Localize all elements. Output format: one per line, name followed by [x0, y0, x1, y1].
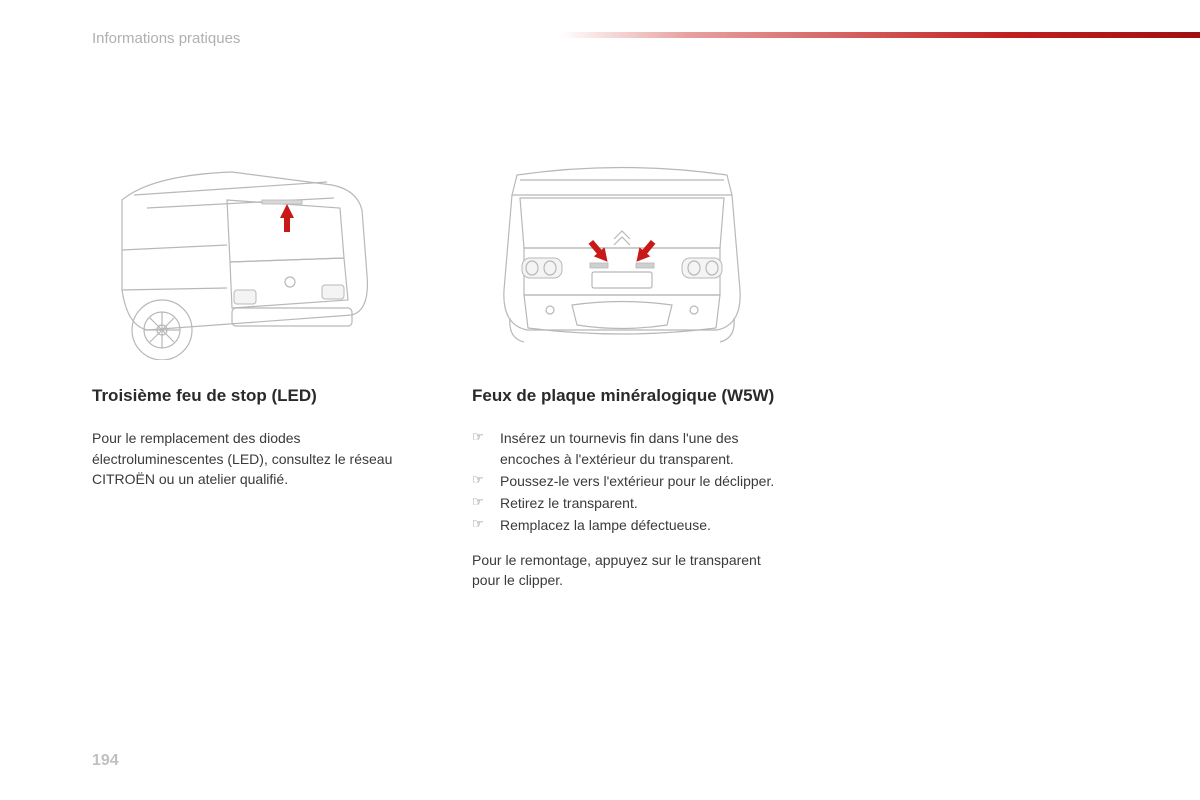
illustration-third-brake-light — [92, 140, 392, 360]
list-item: Poussez-le vers l'extérieur pour le décl… — [472, 471, 792, 491]
column-right: Feux de plaque minéralogique (W5W) Insér… — [472, 140, 792, 600]
content-area: Troisième feu de stop (LED) Pour le remp… — [92, 140, 1108, 600]
column-left: Troisième feu de stop (LED) Pour le remp… — [92, 140, 412, 600]
paragraph-reassembly: Pour le remontage, appuyez sur le transp… — [472, 550, 792, 591]
illustration-license-plate-lights — [472, 140, 772, 360]
steps-list: Insérez un tournevis fin dans l'une des … — [472, 428, 792, 535]
heading-license-plate-lights: Feux de plaque minéralogique (W5W) — [472, 385, 792, 406]
list-item: Remplacez la lampe défectueuse. — [472, 515, 792, 535]
page-number: 194 — [92, 752, 119, 770]
list-item: Retirez le transparent. — [472, 493, 792, 513]
list-item: Insérez un tournevis fin dans l'une des … — [472, 428, 792, 469]
heading-third-brake-light: Troisième feu de stop (LED) — [92, 385, 412, 406]
header-gradient-bar — [560, 32, 1200, 38]
paragraph-led-replacement: Pour le remplacement des diodes électrol… — [92, 428, 412, 489]
section-label: Informations pratiques — [92, 30, 240, 47]
